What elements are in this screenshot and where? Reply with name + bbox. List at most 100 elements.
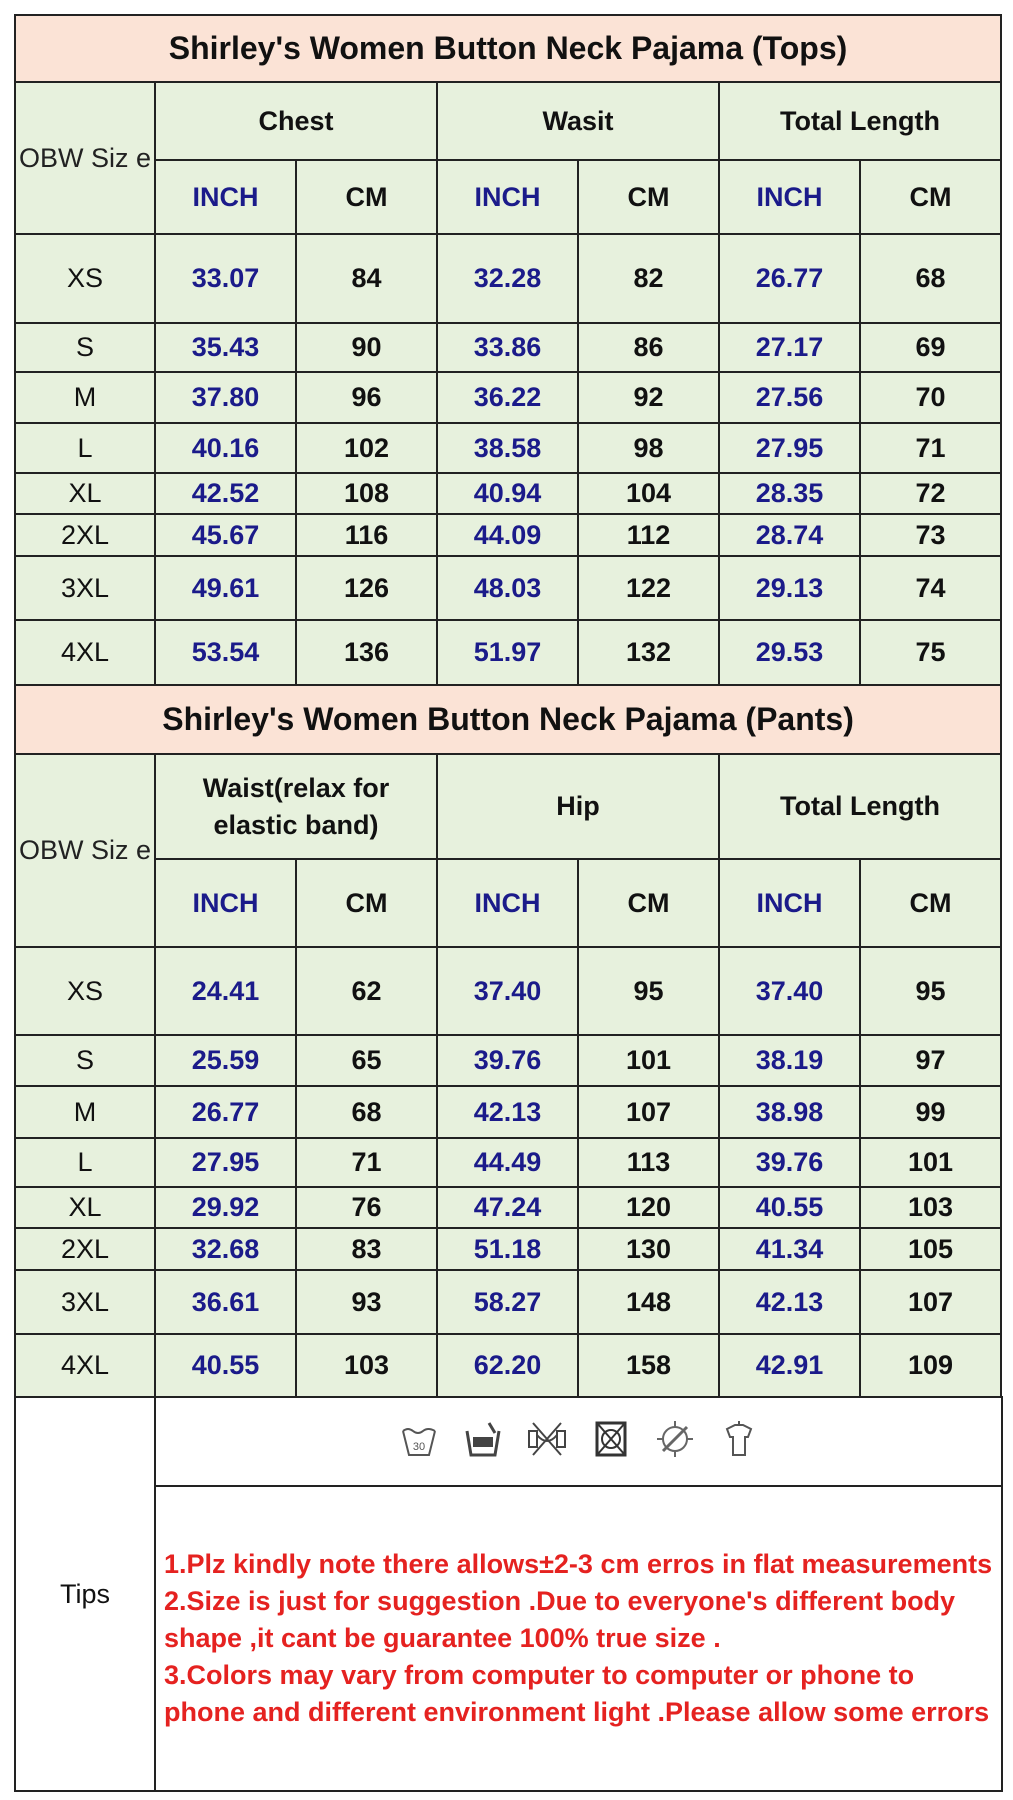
cm-unit-header: CM (295, 858, 438, 948)
table-row: L 40.16 102 38.58 98 27.95 71 (14, 422, 1003, 474)
inch-unit-header: INCH (154, 858, 297, 948)
cm-value-cell: 95 (577, 946, 720, 1036)
cm-value-cell: 71 (295, 1137, 438, 1188)
inch-value-cell: 29.92 (154, 1186, 297, 1229)
inch-value-cell: 35.43 (154, 322, 297, 373)
cm-value-cell: 102 (295, 422, 438, 474)
cm-value-cell: 73 (858, 513, 1003, 557)
size-cell: 2XL (14, 1227, 156, 1271)
inch-value-cell: 32.68 (154, 1227, 297, 1271)
inch-value-cell: 36.61 (154, 1269, 297, 1335)
inch-value-cell: 53.54 (154, 619, 297, 686)
tips-label: Tips (14, 1396, 156, 1792)
inch-value-cell: 37.40 (436, 946, 579, 1036)
do-not-iron-icon (653, 1417, 697, 1466)
cm-value-cell: 107 (858, 1269, 1003, 1335)
cm-value-cell: 62 (295, 946, 438, 1036)
cm-value-cell: 120 (577, 1186, 720, 1229)
inch-value-cell: 29.13 (718, 555, 861, 621)
size-cell: 3XL (14, 1269, 156, 1335)
size-cell: L (14, 422, 156, 474)
cm-value-cell: 86 (577, 322, 720, 373)
size-column-header: OBW Siz e (14, 753, 156, 948)
size-cell: 4XL (14, 1333, 156, 1398)
cm-value-cell: 132 (577, 619, 720, 686)
waist-header: Wasit (436, 81, 720, 161)
table-row: 3XL 49.61 126 48.03 122 29.13 74 (14, 555, 1003, 621)
size-cell: 4XL (14, 619, 156, 686)
cm-value-cell: 82 (577, 233, 720, 324)
size-cell: M (14, 371, 156, 424)
inch-value-cell: 33.86 (436, 322, 579, 373)
cm-value-cell: 75 (858, 619, 1003, 686)
cm-value-cell: 65 (295, 1034, 438, 1087)
inch-value-cell: 27.17 (718, 322, 861, 373)
inch-value-cell: 24.41 (154, 946, 297, 1036)
inch-value-cell: 26.77 (154, 1085, 297, 1139)
inch-value-cell: 42.91 (718, 1333, 861, 1398)
table-row: S 35.43 90 33.86 86 27.17 69 (14, 322, 1003, 373)
inch-value-cell: 27.56 (718, 371, 861, 424)
wash-30-icon: 30 (397, 1417, 441, 1466)
inch-value-cell: 38.19 (718, 1034, 861, 1087)
cm-value-cell: 103 (858, 1186, 1003, 1229)
size-cell: XL (14, 1186, 156, 1229)
cm-unit-header: CM (577, 159, 720, 235)
cm-value-cell: 148 (577, 1269, 720, 1335)
table-row: 4XL 40.55 103 62.20 158 42.91 109 (14, 1333, 1003, 1398)
cm-value-cell: 92 (577, 371, 720, 424)
cm-value-cell: 108 (295, 472, 438, 515)
cm-value-cell: 98 (577, 422, 720, 474)
size-cell: L (14, 1137, 156, 1188)
size-cell: XL (14, 472, 156, 515)
inch-value-cell: 51.18 (436, 1227, 579, 1271)
cm-value-cell: 96 (295, 371, 438, 424)
size-cell: 3XL (14, 555, 156, 621)
cm-value-cell: 72 (858, 472, 1003, 515)
cm-unit-header: CM (577, 858, 720, 948)
inch-value-cell: 41.34 (718, 1227, 861, 1271)
cm-value-cell: 76 (295, 1186, 438, 1229)
cm-value-cell: 97 (858, 1034, 1003, 1087)
size-column-header: OBW Siz e (14, 81, 156, 235)
cm-value-cell: 107 (577, 1085, 720, 1139)
care-icons: 30 (154, 1396, 1003, 1487)
cm-value-cell: 74 (858, 555, 1003, 621)
inch-value-cell: 38.98 (718, 1085, 861, 1139)
cm-value-cell: 71 (858, 422, 1003, 474)
tops-size-table: Shirley's Women Button Neck Pajama (Tops… (13, 14, 1003, 686)
inch-value-cell: 27.95 (154, 1137, 297, 1188)
cm-value-cell: 101 (577, 1034, 720, 1087)
inch-value-cell: 40.16 (154, 422, 297, 474)
inch-value-cell: 28.35 (718, 472, 861, 515)
cm-value-cell: 84 (295, 233, 438, 324)
inch-value-cell: 37.40 (718, 946, 861, 1036)
cm-value-cell: 116 (295, 513, 438, 557)
inch-unit-header: INCH (436, 858, 579, 948)
pants-size-table: Shirley's Women Button Neck Pajama (Pant… (13, 684, 1003, 1398)
cm-value-cell: 158 (577, 1333, 720, 1398)
cm-value-cell: 122 (577, 555, 720, 621)
inch-unit-header: INCH (154, 159, 297, 235)
inch-value-cell: 62.20 (436, 1333, 579, 1398)
inch-value-cell: 48.03 (436, 555, 579, 621)
tip-note: 2.Size is just for suggestion .Due to ev… (164, 1586, 956, 1653)
table-row: XS 33.07 84 32.28 82 26.77 68 (14, 233, 1003, 324)
pants-title: Shirley's Women Button Neck Pajama (Pant… (13, 684, 1003, 755)
waist-header: Waist(relax for elastic band) (154, 753, 438, 860)
cm-value-cell: 70 (858, 371, 1003, 424)
inch-value-cell: 58.27 (436, 1269, 579, 1335)
tops-title: Shirley's Women Button Neck Pajama (Tops… (13, 14, 1003, 83)
cm-value-cell: 95 (858, 946, 1003, 1036)
size-cell: XS (14, 946, 156, 1036)
cm-value-cell: 90 (295, 322, 438, 373)
table-row: L 27.95 71 44.49 113 39.76 101 (14, 1137, 1003, 1188)
inch-value-cell: 42.52 (154, 472, 297, 515)
tips-notes: 1.Plz kindly note there allows±2-3 cm er… (154, 1485, 1003, 1792)
inch-value-cell: 33.07 (154, 233, 297, 324)
cm-value-cell: 83 (295, 1227, 438, 1271)
size-cell: XS (14, 233, 156, 324)
table-row: S 25.59 65 39.76 101 38.19 97 (14, 1034, 1003, 1087)
inch-value-cell: 44.09 (436, 513, 579, 557)
svg-text:30: 30 (412, 1441, 424, 1453)
